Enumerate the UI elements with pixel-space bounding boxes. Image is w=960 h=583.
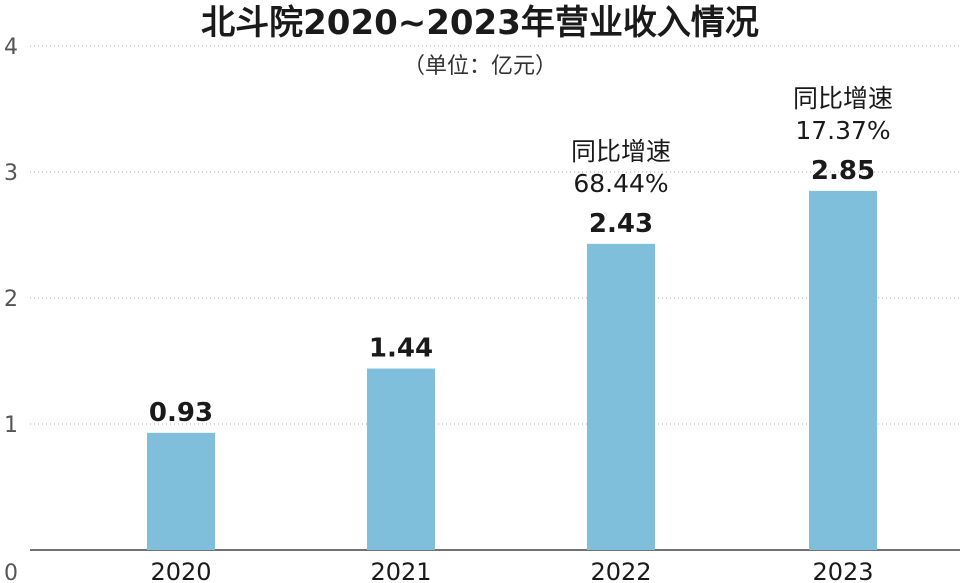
bar-value-label: 2.85	[811, 156, 875, 186]
bar	[367, 368, 435, 550]
annotation-label: 同比增速	[793, 84, 893, 113]
bar	[809, 190, 877, 550]
bar	[587, 243, 655, 550]
bar	[147, 432, 215, 550]
chart-title: 北斗院2020~2023年营业收入情况	[201, 3, 759, 43]
y-tick-label: 2	[4, 287, 18, 312]
bar-value-label: 0.93	[149, 398, 213, 428]
x-tick-label: 2023	[812, 558, 873, 583]
annotation-label: 同比增速	[571, 137, 671, 166]
bar-value-label: 2.43	[589, 209, 653, 239]
x-tick-label: 2021	[370, 558, 431, 583]
bar-value-label: 1.44	[369, 334, 433, 364]
chart-unit: （单位：亿元）	[402, 54, 557, 79]
annotation-value: 17.37%	[795, 116, 890, 145]
y-tick-label: 1	[4, 413, 18, 438]
y-tick-label: 3	[4, 161, 18, 186]
x-tick-label: 2022	[590, 558, 651, 583]
y-tick-label: 4	[4, 35, 18, 60]
y-tick-label: 0	[4, 561, 18, 583]
annotation-value: 68.44%	[573, 169, 668, 198]
x-tick-label: 2020	[150, 558, 211, 583]
